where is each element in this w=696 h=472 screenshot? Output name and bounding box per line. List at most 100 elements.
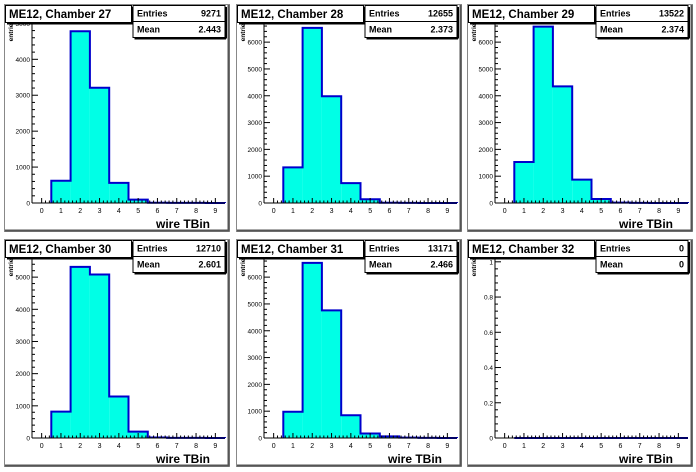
y-tick-label: 2000 (16, 371, 31, 378)
histogram-svg: 0 1 2 3 4 5 6 7 8 9 0 1000 2000 3000 4000 5000 6000entri… (236, 239, 462, 467)
x-tick-label: 9 (676, 208, 680, 215)
x-tick-label: 5 (599, 443, 603, 450)
y-tick-label: 4000 (248, 328, 263, 335)
y-tick-label: 1000 (248, 409, 263, 416)
histogram-bin-bar (514, 161, 534, 203)
y-tick-label: 5000 (16, 275, 31, 282)
histogram-svg: 0123456789010002000300040005000entrieswi… (4, 4, 230, 232)
y-tick-label: 1000 (248, 174, 263, 181)
x-tick-label: 3 (98, 208, 102, 215)
stats-entries-value: 12655 (428, 9, 453, 19)
y-axis-title: entries (8, 20, 15, 42)
x-axis-title: wire TBin (618, 452, 673, 466)
histogram-title: ME12, Chamber 30 (9, 244, 111, 256)
y-tick-label: 1000 (16, 403, 31, 410)
x-tick-label: 7 (175, 443, 179, 450)
x-tick-label: 1 (291, 443, 295, 450)
stats-mean-label: Mean (369, 260, 392, 270)
y-tick-label: 0.4 (484, 365, 493, 372)
histogram-bin-bar (302, 262, 322, 438)
x-tick-label: 8 (426, 443, 430, 450)
stats-mean-label: Mean (369, 25, 392, 35)
x-tick-label: 7 (407, 208, 411, 215)
x-tick-label: 1 (59, 443, 63, 450)
chamber-31-histogram-pad: 0 1 2 3 4 5 6 7 8 9 0 1000 2000 3000 4000 5000 6000 entri… (236, 239, 462, 467)
y-axis-title: entries (240, 255, 247, 277)
histogram-bin-bar (70, 31, 90, 204)
x-tick-label: 6 (155, 443, 159, 450)
stats-mean-value: 2.466 (430, 260, 453, 270)
chamber-29-histogram-pad: 0 1 2 3 4 5 6 7 8 9 0 1000 2000 3000 4000 5000 6000 entri… (467, 4, 693, 232)
y-tick-label: 5000 (479, 66, 494, 73)
stats-entries-value: 12710 (196, 244, 221, 254)
x-tick-label: 7 (638, 443, 642, 450)
x-tick-label: 4 (349, 208, 353, 215)
histogram-bin-bar (51, 411, 71, 438)
histogram-bin-bar (321, 310, 342, 438)
x-tick-label: 9 (213, 443, 217, 450)
y-tick-label: 6000 (479, 40, 494, 47)
y-tick-label: 3000 (16, 339, 31, 346)
x-tick-label: 8 (426, 208, 430, 215)
histogram-bars (283, 262, 457, 438)
y-tick-label: 3000 (248, 355, 263, 362)
x-tick-label: 6 (387, 443, 391, 450)
y-tick-label: 6000 (248, 40, 263, 47)
histogram-bin-bar (109, 396, 129, 438)
stats-entries-label: Entries (600, 244, 631, 254)
x-axis-title: wire TBin (387, 452, 442, 466)
stats-mean-value: 0 (679, 260, 684, 270)
histogram-bars (51, 266, 225, 438)
x-tick-label: 9 (213, 208, 217, 215)
y-axis-title: entries (8, 255, 15, 277)
histogram-svg: 0 1 2 3 4 5 6 7 8 9 0 1000 2000 3000 4000 5000 6000entri… (467, 4, 693, 232)
histogram-title: ME12, Chamber 32 (472, 244, 574, 256)
stats-entries-label: Entries (600, 9, 631, 19)
x-tick-label: 0 (272, 208, 276, 215)
histogram-bin-bar (533, 26, 553, 203)
y-tick-label: 0 (258, 436, 262, 443)
y-tick-label: 4000 (16, 57, 31, 64)
x-tick-label: 3 (330, 208, 334, 215)
y-tick-label: 4000 (479, 93, 494, 100)
histogram-svg: 0 1 2 3 4 5 6 7 8 9 0 1000 2000 3000 4000 5000 6000entri… (236, 4, 462, 232)
y-tick-label: 1000 (479, 174, 494, 181)
y-tick-label: 6000 (248, 275, 263, 282)
y-tick-label: 4000 (248, 93, 263, 100)
y-tick-label: 2000 (479, 147, 494, 154)
x-tick-label: 1 (522, 443, 526, 450)
stats-mean-label: Mean (600, 260, 623, 270)
histogram-title: ME12, Chamber 28 (241, 9, 344, 21)
stats-entries-label: Entries (369, 9, 400, 19)
x-tick-label: 8 (194, 443, 198, 450)
x-tick-label: 5 (136, 443, 140, 450)
stats-mean-label: Mean (600, 25, 623, 35)
stats-mean-value: 2.601 (198, 260, 221, 270)
y-tick-label: 0.2 (484, 400, 493, 407)
y-tick-label: 2000 (248, 382, 263, 389)
histogram-bin-bar (552, 86, 573, 203)
y-tick-label: 0 (26, 201, 30, 208)
histogram-bin-bar (89, 274, 110, 438)
y-tick-label: 2000 (248, 147, 263, 154)
x-tick-label: 5 (136, 208, 140, 215)
stats-entries-label: Entries (137, 9, 168, 19)
y-tick-label: 5000 (248, 301, 263, 308)
y-axis-title: entries (471, 20, 478, 42)
x-tick-label: 6 (618, 443, 622, 450)
histogram-bin-bar (302, 27, 322, 204)
stats-mean-value: 2.373 (430, 25, 453, 35)
histogram-bars (283, 27, 457, 204)
stats-mean-label: Mean (137, 260, 160, 270)
x-tick-label: 9 (445, 208, 449, 215)
x-tick-label: 5 (368, 443, 372, 450)
histogram-bin-bar (321, 96, 342, 203)
histogram-bin-bar (283, 411, 303, 438)
histogram-bin-bar (341, 415, 361, 438)
y-tick-label: 4000 (16, 307, 31, 314)
y-tick-label: 5000 (248, 66, 263, 73)
x-tick-label: 0 (40, 443, 44, 450)
x-tick-label: 2 (310, 208, 314, 215)
